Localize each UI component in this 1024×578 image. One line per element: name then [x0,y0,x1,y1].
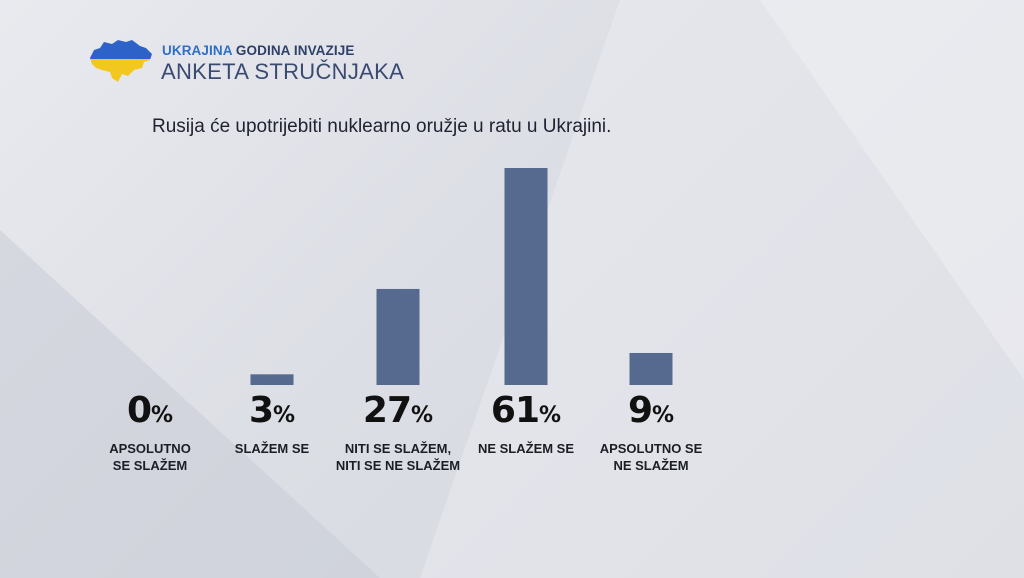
chart-title: Rusija će upotrijebiti nuklearno oružje … [152,116,612,137]
value-number: 27 [362,390,412,431]
value-unit: % [273,403,296,428]
brand-title: UKRAJINA GODINA INVAZIJE [162,43,354,58]
value-label-1: 3% [202,390,342,431]
bar-4 [629,352,673,385]
bar-1 [250,374,294,385]
category-label-3: NE SLAŽEM SE [477,441,575,456]
value-label-4: 9% [581,390,721,431]
category-label-0: APSOLUTNO SE SLAŽEM [109,441,191,473]
value-label-3: 61% [456,390,596,431]
bar-2 [376,288,420,385]
ukraine-map-flag-icon [90,40,152,82]
brand-accent: UKRAJINA [162,43,233,58]
category-label-4: APSOLUTNO SE NE SLAŽEM [599,441,703,473]
value-unit: % [652,403,675,428]
value-unit: % [539,403,562,428]
value-label-0: 0% [80,390,220,431]
brand-subtitle: ANKETA STRUČNJAKA [161,59,405,84]
value-unit: % [411,403,434,428]
value-number: 3 [248,390,274,431]
category-label-2: NITI SE SLAŽEM, NITI SE NE SLAŽEM [335,441,461,473]
category-label-1: SLAŽEM SE [234,441,310,456]
value-number: 61 [490,390,540,431]
value-number: 9 [627,390,653,431]
brand-rest: GODINA INVAZIJE [235,43,355,58]
value-label-2: 27% [328,390,468,431]
value-number: 0 [126,390,152,431]
value-unit: % [151,403,174,428]
bar-3 [504,168,548,385]
